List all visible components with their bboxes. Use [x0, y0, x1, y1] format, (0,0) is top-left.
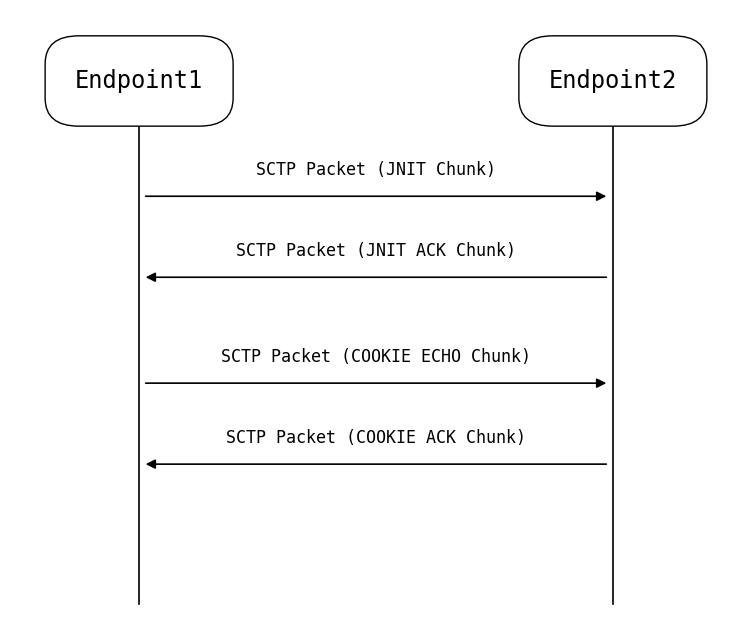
Text: SCTP Packet (COOKIE ECHO Chunk): SCTP Packet (COOKIE ECHO Chunk) — [221, 348, 531, 366]
Text: SCTP Packet (COOKIE ACK Chunk): SCTP Packet (COOKIE ACK Chunk) — [226, 429, 526, 447]
Text: Endpoint1: Endpoint1 — [75, 69, 203, 93]
Text: Endpoint2: Endpoint2 — [549, 69, 677, 93]
FancyBboxPatch shape — [519, 36, 707, 126]
FancyBboxPatch shape — [45, 36, 233, 126]
Text: SCTP Packet (JNIT ACK Chunk): SCTP Packet (JNIT ACK Chunk) — [236, 242, 516, 260]
Text: SCTP Packet (JNIT Chunk): SCTP Packet (JNIT Chunk) — [256, 161, 496, 179]
